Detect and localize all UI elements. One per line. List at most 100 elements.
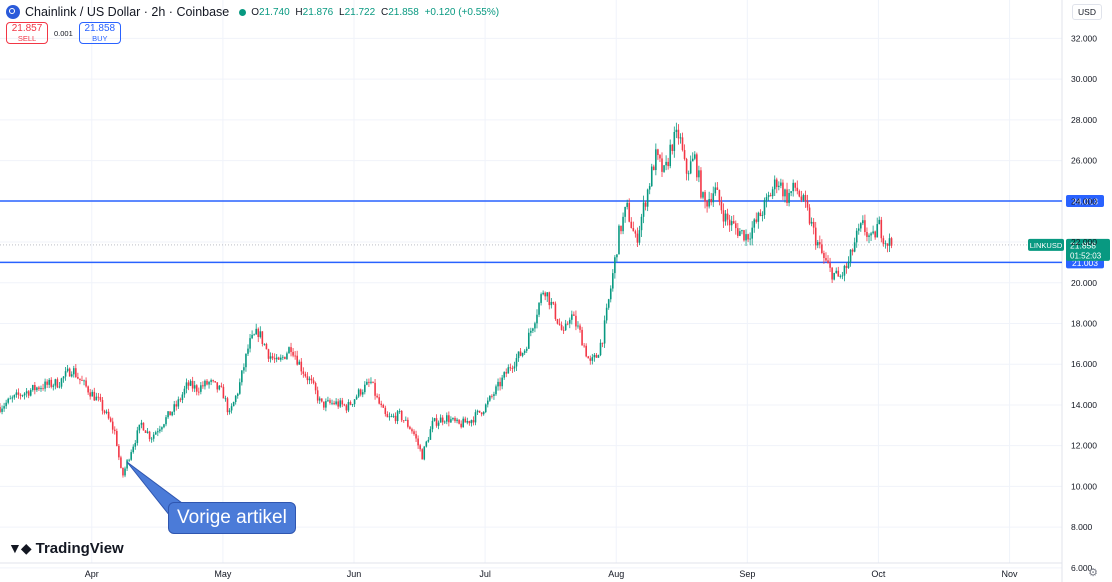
candle xyxy=(587,356,590,359)
candle xyxy=(571,314,573,320)
candle xyxy=(29,390,32,396)
candle xyxy=(689,161,692,174)
candle xyxy=(806,201,809,208)
candle xyxy=(630,221,633,228)
candle xyxy=(398,410,401,412)
candle xyxy=(700,170,702,198)
candle xyxy=(579,325,581,330)
price-tick-label: 20.000 xyxy=(1071,278,1097,288)
candle xyxy=(325,401,327,408)
price-tick-label: 26.000 xyxy=(1071,156,1097,166)
candle xyxy=(753,219,756,228)
candle xyxy=(495,386,497,395)
currency-selector[interactable]: USD xyxy=(1072,4,1102,20)
price-tick-label: 18.000 xyxy=(1071,318,1097,328)
level-price-label: 24.013 xyxy=(1072,197,1098,207)
candle xyxy=(454,417,456,422)
candle xyxy=(306,376,309,381)
candle xyxy=(411,429,413,432)
candle xyxy=(200,385,202,392)
candle xyxy=(784,189,786,197)
candle xyxy=(716,187,719,190)
candle xyxy=(704,192,706,202)
candle xyxy=(374,382,376,396)
candle xyxy=(546,292,549,297)
candle xyxy=(732,221,735,224)
countdown-label: 01:52:03 xyxy=(1070,251,1102,260)
candle xyxy=(452,417,454,420)
candle xyxy=(234,395,237,403)
candle xyxy=(812,221,815,228)
candle xyxy=(441,417,444,423)
candle xyxy=(710,199,712,203)
candle xyxy=(44,381,46,389)
candle xyxy=(890,238,893,246)
candle xyxy=(589,358,592,361)
candle xyxy=(11,397,14,399)
candle xyxy=(501,377,503,387)
time-tick-label: Aug xyxy=(608,569,624,579)
candle xyxy=(771,189,774,197)
candle xyxy=(718,189,721,202)
candle xyxy=(474,412,477,423)
candle xyxy=(79,378,81,381)
candle xyxy=(134,442,137,447)
candle xyxy=(333,402,335,405)
candle xyxy=(347,402,350,411)
candle xyxy=(425,441,428,447)
chainlink-logo-icon xyxy=(6,5,20,19)
candle xyxy=(804,195,807,202)
price-tick-label: 16.000 xyxy=(1071,359,1097,369)
candle xyxy=(648,186,651,190)
candle xyxy=(841,275,844,277)
candle xyxy=(407,419,409,427)
candle xyxy=(755,219,758,222)
candle xyxy=(706,201,708,207)
candle xyxy=(788,192,790,203)
symbol-title[interactable]: Chainlink / US Dollar · 2h · Coinbase xyxy=(25,5,230,19)
candle xyxy=(140,422,143,425)
candle xyxy=(864,220,866,232)
time-tick-label: May xyxy=(214,569,232,579)
candle xyxy=(573,314,575,316)
buy-button[interactable]: 21.858 BUY xyxy=(78,22,121,44)
candle xyxy=(595,354,598,358)
candle xyxy=(392,415,395,417)
candle xyxy=(683,150,686,159)
candle xyxy=(394,415,397,422)
candle xyxy=(15,392,18,395)
candle xyxy=(93,391,96,401)
candle xyxy=(263,343,266,345)
candle xyxy=(655,149,657,171)
candle xyxy=(284,356,286,359)
candle xyxy=(296,355,298,365)
candle xyxy=(52,385,55,387)
candle xyxy=(257,328,260,338)
price-tick-label: 28.000 xyxy=(1071,115,1097,125)
grid xyxy=(0,0,1063,582)
candle xyxy=(769,195,772,197)
candle xyxy=(439,417,442,423)
candle xyxy=(519,351,522,356)
chart-header: Chainlink / US Dollar · 2h · Coinbase O2… xyxy=(6,4,502,20)
candle xyxy=(464,418,467,423)
symbol-tag xyxy=(1028,238,1064,251)
candle xyxy=(189,380,192,386)
candle xyxy=(778,185,780,188)
candle xyxy=(386,414,389,418)
candle xyxy=(95,396,98,401)
candle xyxy=(517,351,520,359)
candle xyxy=(46,381,48,385)
candle xyxy=(337,401,339,407)
settings-icon[interactable]: ⚙ xyxy=(1088,567,1098,579)
candle xyxy=(216,382,219,390)
candle xyxy=(224,398,227,400)
candle xyxy=(310,378,313,381)
candle xyxy=(679,137,682,139)
candle xyxy=(226,398,229,413)
sell-button[interactable]: 21.857 SELL xyxy=(6,22,48,44)
candle xyxy=(388,416,391,418)
candle xyxy=(741,230,743,232)
candle xyxy=(775,179,778,188)
